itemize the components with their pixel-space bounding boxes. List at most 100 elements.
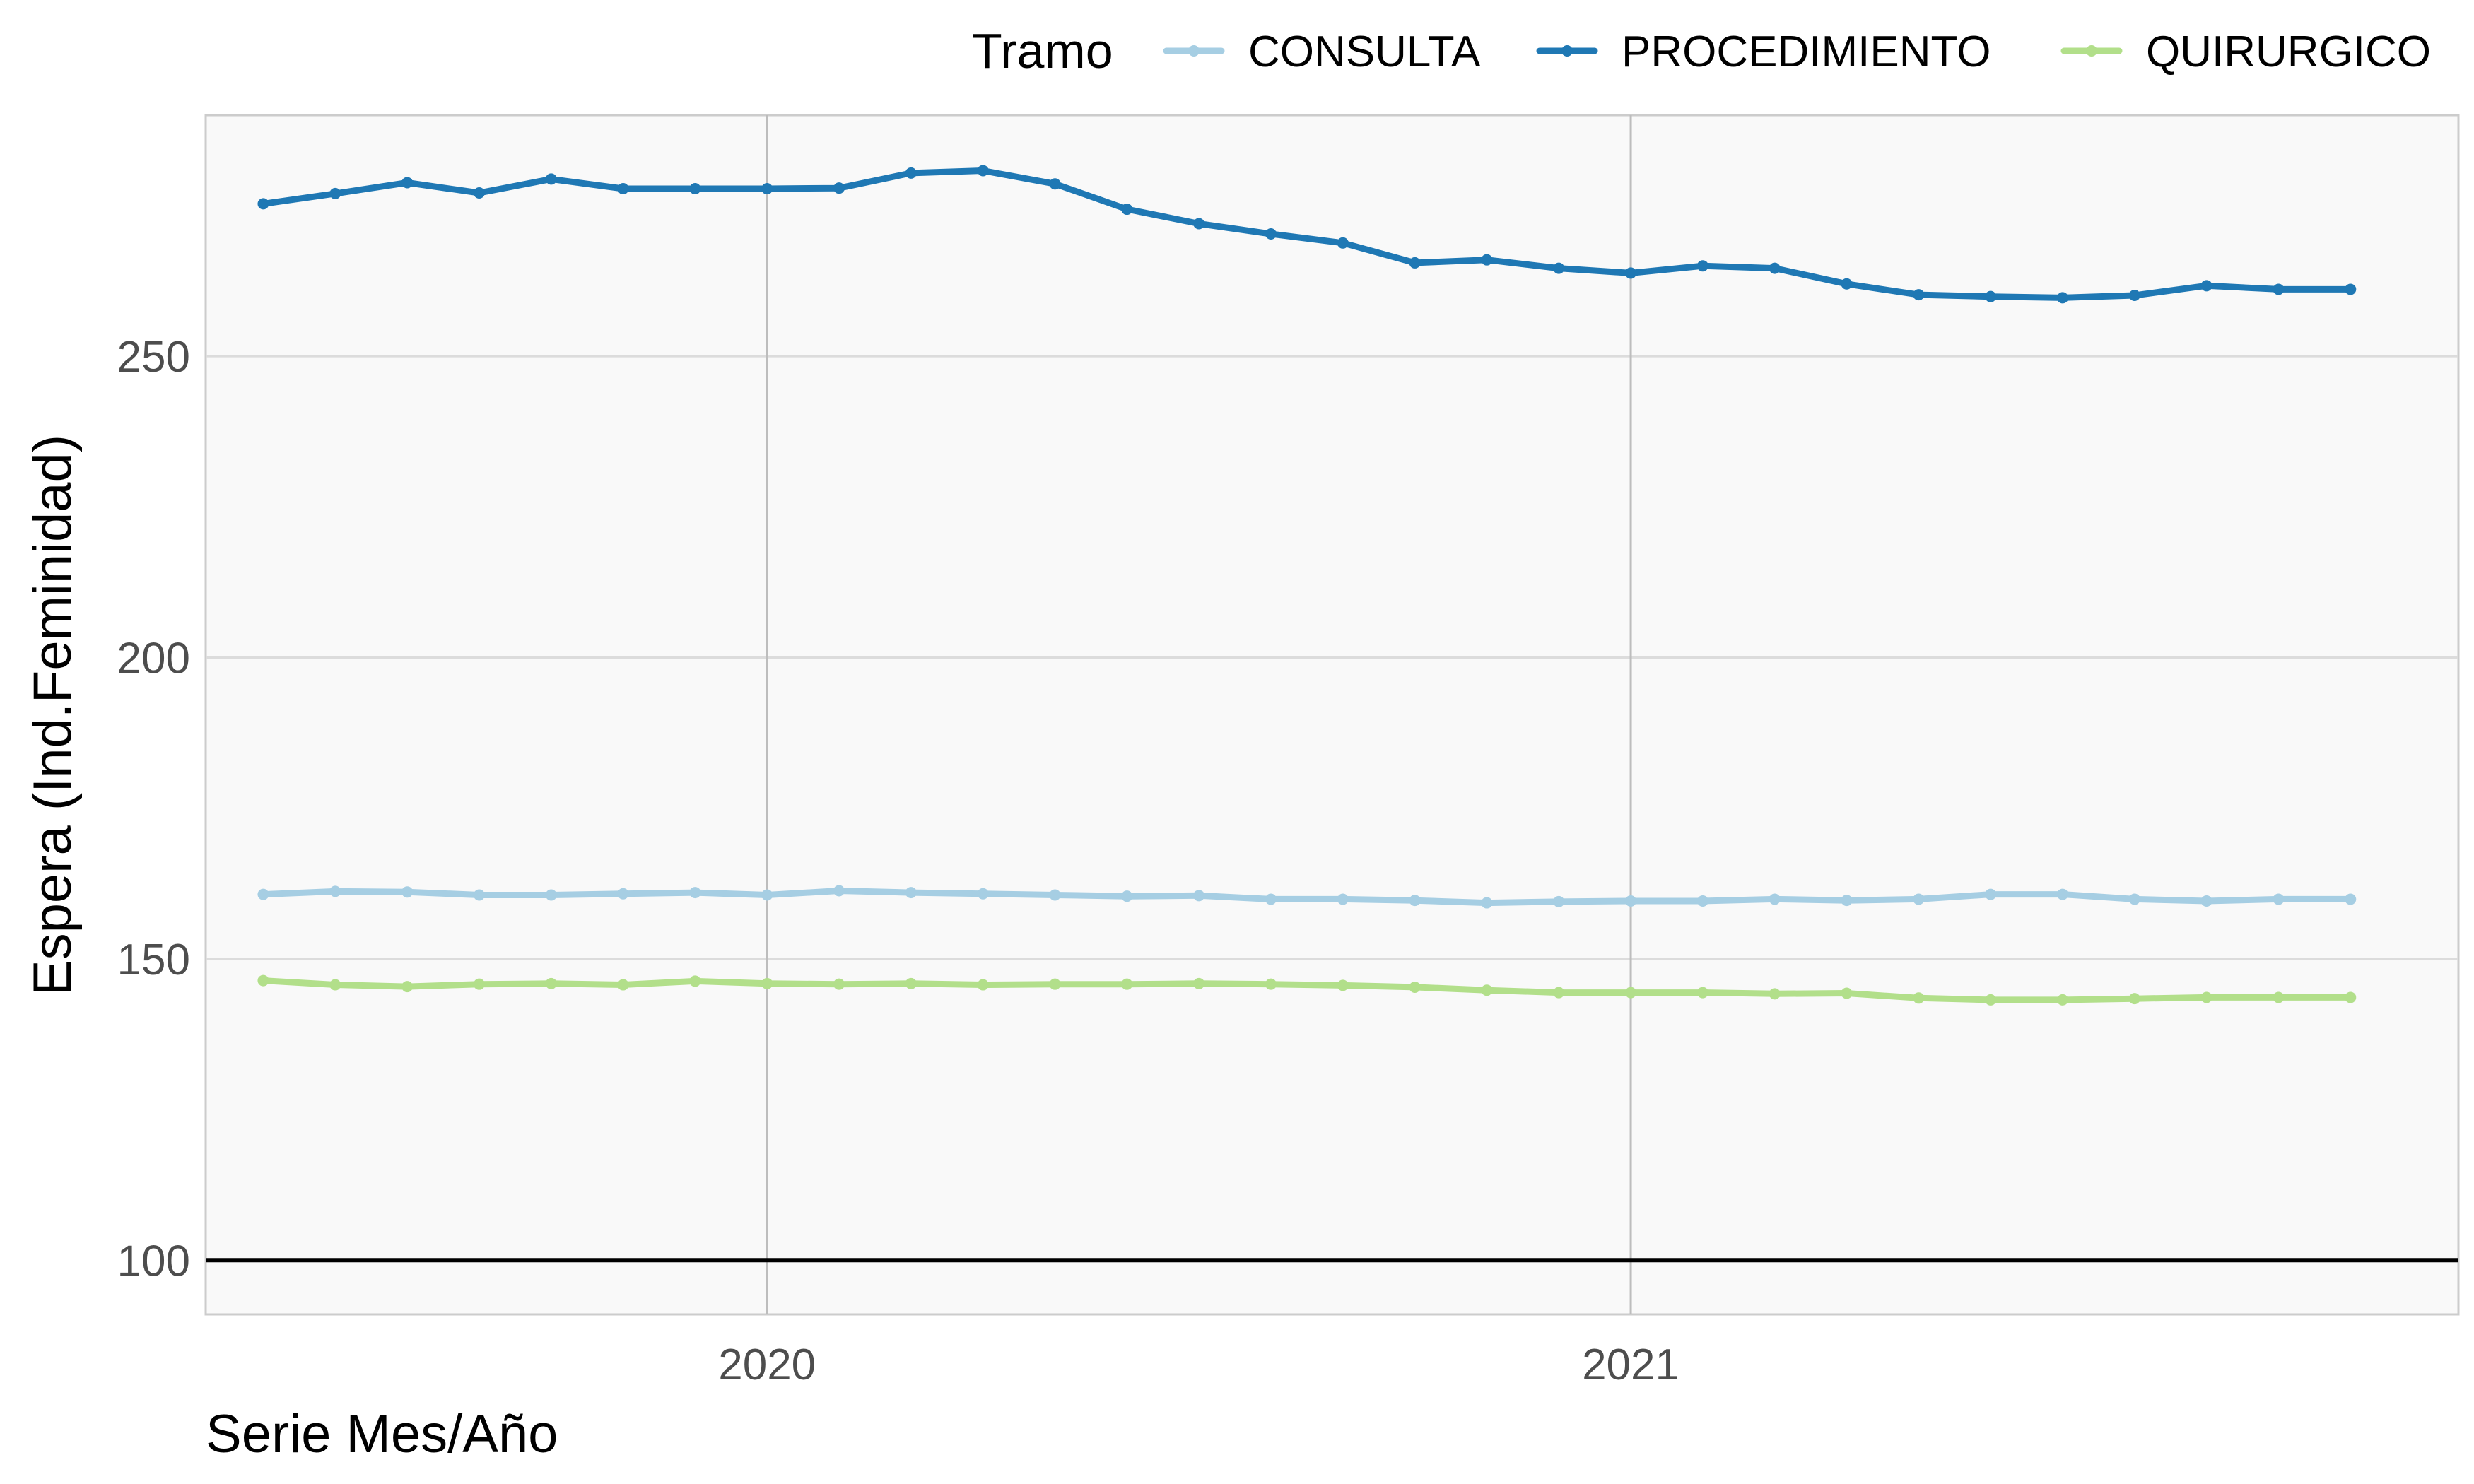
data-point-quirurgico: [2128, 993, 2140, 1005]
data-point-consulta: [257, 888, 269, 900]
data-point-quirurgico: [905, 977, 917, 989]
data-point-quirurgico: [689, 975, 701, 987]
series-line-quirurgico: [260, 977, 2354, 1003]
legend-label-consulta: CONSULTA: [1248, 28, 1481, 76]
data-point-consulta: [2056, 888, 2068, 900]
data-point-procedimiento: [257, 198, 269, 210]
data-point-quirurgico: [401, 981, 414, 993]
data-point-procedimiento: [905, 167, 917, 179]
data-point-procedimiento: [1769, 262, 1781, 274]
data-point-quirurgico: [977, 979, 989, 991]
y-tick-label: 100: [117, 1237, 190, 1285]
legend-label-procedimiento: PROCEDIMIENTO: [1622, 28, 1991, 76]
data-point-consulta: [1049, 889, 1061, 901]
data-point-quirurgico: [1913, 992, 1925, 1004]
data-point-consulta: [1696, 895, 1708, 907]
series-group: [257, 165, 2357, 1006]
data-point-procedimiento: [2200, 280, 2212, 292]
data-point-quirurgico: [2200, 991, 2212, 1003]
data-point-procedimiento: [473, 187, 485, 199]
legend: Tramo CONSULTA PROCEDIMIENTO QUIRURGICO: [972, 23, 2431, 78]
legend-title: Tramo: [972, 23, 1113, 78]
data-point-consulta: [1121, 890, 1133, 902]
data-point-quirurgico: [257, 974, 269, 987]
data-point-procedimiento: [1337, 237, 1349, 249]
data-point-procedimiento: [1409, 257, 1421, 269]
data-point-procedimiento: [1625, 267, 1637, 279]
data-point-procedimiento: [1985, 290, 1997, 302]
data-point-quirurgico: [1553, 987, 1565, 999]
data-point-procedimiento: [833, 182, 845, 194]
data-point-quirurgico: [1841, 987, 1853, 999]
y-axis-title: Espera (Ind.Feminidad): [23, 435, 83, 996]
data-point-quirurgico: [1625, 987, 1637, 999]
data-point-consulta: [689, 887, 701, 899]
data-point-procedimiento: [1841, 278, 1853, 290]
data-point-quirurgico: [1769, 988, 1781, 1000]
data-point-quirurgico: [545, 977, 557, 989]
series-line-consulta: [260, 888, 2354, 907]
data-point-quirurgico: [1337, 979, 1349, 991]
data-point-consulta: [545, 889, 557, 901]
data-point-consulta: [2128, 893, 2140, 905]
x-axis-title: Serie Mes/Año: [206, 1404, 558, 1464]
data-point-consulta: [2273, 893, 2285, 905]
data-point-consulta: [2200, 895, 2212, 907]
data-point-procedimiento: [1481, 254, 1493, 266]
data-point-quirurgico: [1696, 987, 1708, 999]
y-tick-label: 200: [117, 634, 190, 683]
data-point-consulta: [761, 889, 773, 901]
data-point-procedimiento: [1696, 260, 1708, 272]
data-point-procedimiento: [1265, 228, 1277, 240]
y-tick-label: 250: [117, 333, 190, 382]
tick-labels: 100 150 200 250 2020 2021: [117, 333, 1679, 1389]
data-point-quirurgico: [761, 977, 773, 989]
data-point-consulta: [1985, 888, 1997, 900]
data-point-quirurgico: [617, 979, 629, 991]
series-line-procedimiento: [260, 167, 2354, 301]
data-point-consulta: [401, 886, 414, 898]
panel-background: [204, 114, 2460, 1316]
data-point-procedimiento: [1121, 204, 1133, 216]
data-point-procedimiento: [1553, 262, 1565, 274]
data-point-consulta: [977, 888, 989, 900]
data-point-procedimiento: [761, 183, 773, 195]
data-point-procedimiento: [2128, 289, 2140, 301]
data-point-procedimiento: [689, 183, 701, 195]
legend-point-procedimiento: [1561, 45, 1573, 57]
data-point-consulta: [833, 885, 845, 897]
data-point-procedimiento: [2345, 283, 2357, 295]
data-point-consulta: [1913, 893, 1925, 905]
data-point-procedimiento: [617, 183, 629, 195]
data-point-procedimiento: [1913, 289, 1925, 301]
data-point-consulta: [1337, 893, 1349, 905]
data-point-consulta: [1553, 895, 1565, 907]
data-point-consulta: [473, 889, 485, 901]
legend-point-quirurgico: [2086, 45, 2097, 57]
data-point-consulta: [1625, 895, 1637, 907]
data-point-quirurgico: [2345, 991, 2357, 1003]
data-point-quirurgico: [1481, 984, 1493, 996]
data-point-procedimiento: [329, 187, 341, 199]
data-point-consulta: [905, 887, 917, 899]
y-tick-label: 150: [117, 936, 190, 984]
data-point-quirurgico: [329, 979, 341, 991]
data-point-procedimiento: [977, 165, 989, 177]
data-point-procedimiento: [1049, 178, 1061, 190]
data-point-consulta: [617, 888, 629, 900]
data-point-consulta: [2345, 893, 2357, 905]
data-point-procedimiento: [545, 173, 557, 185]
data-point-consulta: [329, 885, 341, 897]
data-point-quirurgico: [1193, 977, 1205, 989]
data-point-procedimiento: [1193, 218, 1205, 230]
data-point-quirurgico: [1409, 981, 1421, 993]
legend-label-quirurgico: QUIRURGICO: [2146, 28, 2431, 76]
x-tick-label: 2020: [718, 1341, 816, 1389]
data-point-consulta: [1841, 895, 1853, 907]
data-point-consulta: [1769, 893, 1781, 905]
data-point-procedimiento: [401, 177, 414, 189]
data-point-consulta: [1409, 895, 1421, 907]
x-tick-label: 2021: [1582, 1341, 1679, 1389]
data-point-quirurgico: [2273, 991, 2285, 1003]
